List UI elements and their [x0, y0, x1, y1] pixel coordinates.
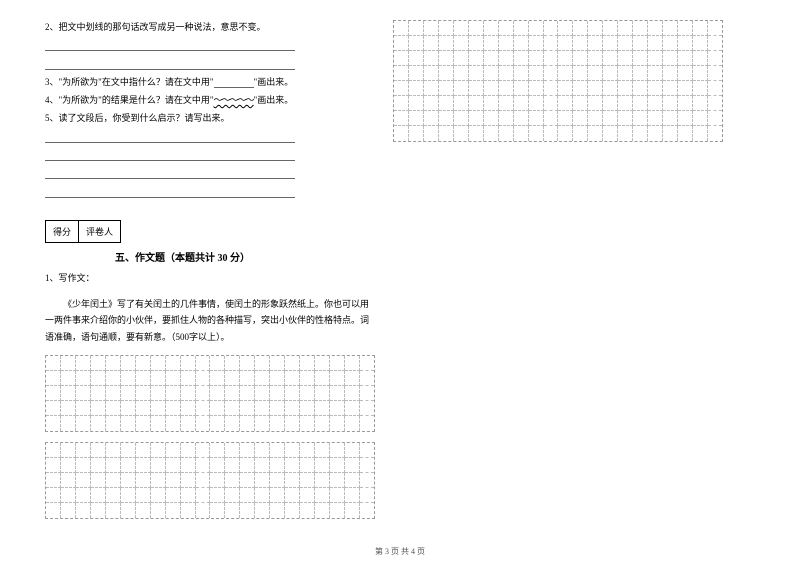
blank-line[interactable]: [45, 41, 295, 51]
page-footer: 第 3 页 共 4 页: [0, 546, 800, 557]
writing-grid-right[interactable]: [393, 20, 723, 142]
blank-line[interactable]: [45, 188, 295, 198]
writing-grid-left[interactable]: [45, 355, 375, 519]
question-3: 3、"为所欲为"在文中指什么？请在文中用""画出来。: [45, 75, 375, 90]
question-2: 2、把文中划线的那句话改写成另一种说法，意思不变。: [45, 20, 375, 35]
blank-line[interactable]: [45, 133, 295, 143]
grader-label: 评卷人: [78, 220, 121, 243]
score-box: 得分 评卷人: [45, 220, 375, 243]
section-title: 五、作文题（本题共计 30 分）: [115, 249, 375, 264]
blank-line[interactable]: [45, 169, 295, 179]
question-5: 5、读了文段后，你受到什么启示？请写出来。: [45, 111, 375, 126]
blank-line[interactable]: [45, 60, 295, 70]
blank-line[interactable]: [45, 151, 295, 161]
question-4: 4、"为所欲为"的结果是什么？请在文中用"～～～～～"画出来。: [45, 93, 375, 108]
score-label: 得分: [45, 220, 78, 243]
essay-prompt: 《少年闰土》写了有关闰土的几件事情，使闰土的形象跃然纸上。你也可以用一两件事来介…: [45, 296, 375, 345]
blank-inline[interactable]: [214, 78, 254, 88]
essay-label: 1、写作文：: [45, 270, 375, 286]
